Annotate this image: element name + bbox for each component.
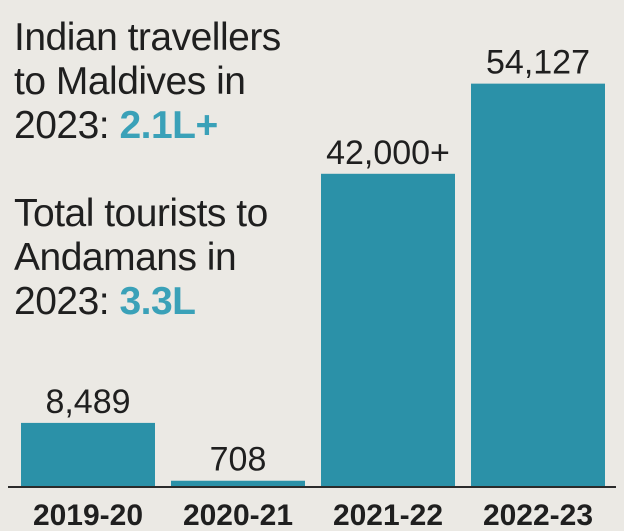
bar-2022-23 [471,83,605,486]
data-label-2019-20: 8,489 [45,383,130,421]
annotation-maldives: Indian travellers to Maldives in 2023: 2… [14,16,314,148]
data-label-2021-22: 42,000+ [326,134,450,172]
bar-2019-20 [21,422,155,486]
bar-2020-21 [171,480,305,486]
bar-2021-22 [321,173,455,487]
x-tick-label-2022-23: 2022-23 [483,499,593,531]
x-tick-label-2021-22: 2021-22 [333,499,443,531]
x-tick-label-2020-21: 2020-21 [183,499,293,531]
annotation-andamans-value: 3.3L [119,280,196,323]
annotation-maldives-value: 2.1L+ [119,104,218,147]
data-label-2022-23: 54,127 [486,44,590,82]
annotation-andamans: Total tourists to Andamans in 2023: 3.3L [14,192,314,324]
annotation-andamans-text: Total tourists to Andamans in 2023: [14,192,268,323]
annotation-maldives-text: Indian travellers to Maldives in 2023: [14,16,281,147]
data-label-2020-21: 708 [210,441,267,479]
x-tick-label-2019-20: 2019-20 [33,499,143,531]
